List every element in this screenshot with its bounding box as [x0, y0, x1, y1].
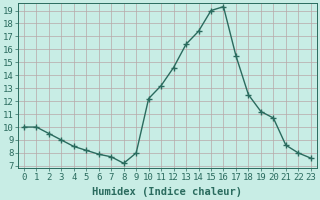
X-axis label: Humidex (Indice chaleur): Humidex (Indice chaleur): [92, 187, 242, 197]
